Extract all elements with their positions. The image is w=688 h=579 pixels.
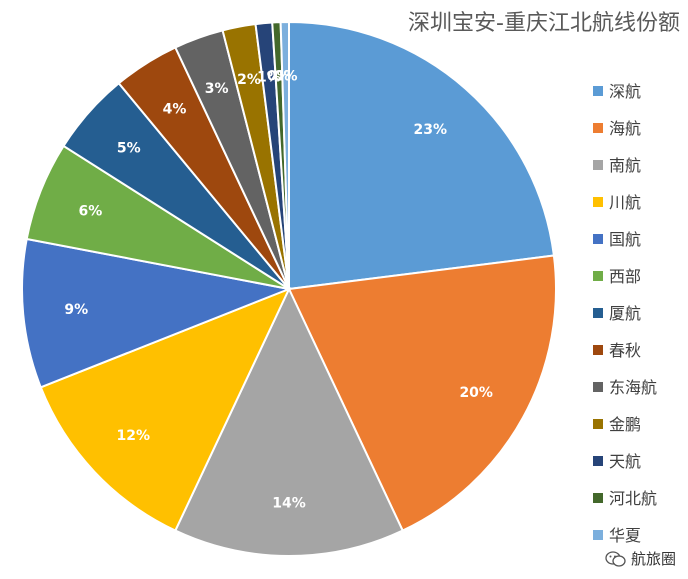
legend-label-12: 河北航 [609,489,657,508]
legend-swatch-13 [593,530,603,540]
watermark: 航旅圈 [605,548,676,569]
legend-label-7: 厦航 [609,304,641,323]
legend-label-6: 西部 [609,267,641,286]
legend-label-3: 南航 [609,156,641,175]
slice-data-label-1: 23% [414,122,448,138]
legend-swatch-5 [593,234,603,244]
slice-data-label-3: 14% [272,496,306,512]
slice-data-label-12: 0% [267,69,291,85]
legend-swatch-2 [593,123,603,133]
legend-swatch-3 [593,160,603,170]
legend-label-10: 金鹏 [609,415,641,434]
pie-slice-5 [21,237,293,389]
legend-label-2: 海航 [609,119,641,138]
pie-slice-1 [288,20,556,291]
legend-label-1: 深航 [609,82,641,101]
legend-swatch-6 [593,271,603,281]
watermark-text: 航旅圈 [630,550,676,568]
legend-swatch-9 [593,382,603,392]
pie-slice-2 [287,254,557,532]
slice-data-label-6: 6% [79,203,103,219]
pie-slice-13 [279,20,290,290]
slice-data-label-4: 12% [117,428,151,444]
slice-data-label-11: 1% [257,69,281,85]
slice-data-label-2: 20% [459,385,493,401]
slice-data-label-8: 4% [163,102,187,118]
legend-label-8: 春秋 [609,341,641,360]
pie-slice-3 [173,286,405,557]
legend-label-5: 国航 [609,230,641,249]
wechat-icon [605,550,626,567]
legend-label-9: 东海航 [609,378,657,397]
slice-data-label-9: 3% [205,81,229,97]
legend-swatch-4 [593,197,603,207]
legend-swatch-7 [593,308,603,318]
slice-data-label-5: 9% [64,302,88,318]
legend-label-13: 华夏 [609,526,641,545]
legend-label-4: 川航 [609,193,641,212]
legend-swatch-12 [593,493,603,503]
legend-swatch-1 [593,86,603,96]
chart-title: 深圳宝安-重庆江北航线份额 [408,11,680,36]
slice-data-label-7: 5% [117,141,141,157]
slice-data-label-10: 2% [237,72,261,88]
legend-label-11: 天航 [609,452,641,471]
pie-slice-4 [39,287,291,532]
legend-swatch-8 [593,345,603,355]
legend-swatch-10 [593,419,603,429]
legend-swatch-11 [593,456,603,466]
slice-data-label-13: 0% [274,68,298,84]
